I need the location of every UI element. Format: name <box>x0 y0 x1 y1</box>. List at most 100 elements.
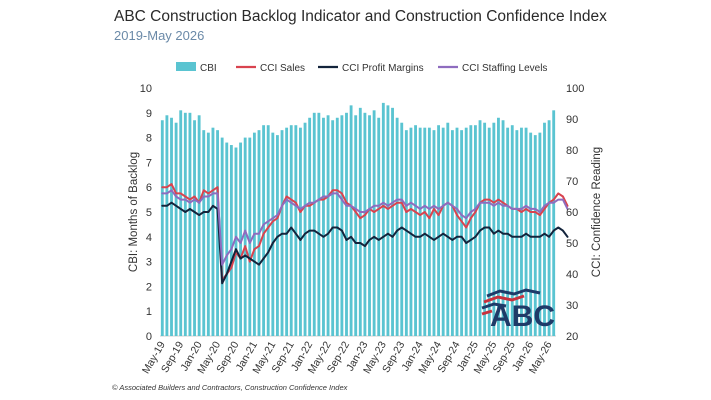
cbi-bar <box>552 110 556 336</box>
cbi-bar <box>473 125 477 336</box>
cbi-bar <box>506 127 510 337</box>
cbi-bar <box>170 117 173 336</box>
cbi-bar <box>497 117 500 336</box>
logo-flag-stripe <box>481 302 507 310</box>
logo-flag-stripe <box>481 309 493 316</box>
cbi-bar <box>455 127 459 337</box>
cbi-bar <box>340 115 344 336</box>
cbi-bar <box>294 125 298 336</box>
cbi-bar <box>275 135 279 336</box>
cbi-bar <box>317 112 321 336</box>
cbi-bar <box>515 130 519 336</box>
cbi-bar <box>400 122 404 336</box>
cci-staffing-levels-line <box>161 189 569 266</box>
cbi-bar <box>524 127 528 337</box>
cbi-bar <box>303 122 307 336</box>
cbi-bar <box>179 110 183 336</box>
right-tick-label: 20 <box>566 331 578 343</box>
cbi-bar <box>312 112 316 336</box>
cbi-bar <box>543 122 546 336</box>
cbi-bar <box>165 115 169 336</box>
cbi-bar <box>326 115 330 336</box>
right-tick-label: 90 <box>566 114 578 126</box>
cci-profit-margins-line <box>161 201 569 285</box>
chart-legend: CBI CCI Sales CCI Profit Margins CCI Staffi… <box>176 62 547 74</box>
right-axis-label: CCI: Confidence Reading <box>591 147 603 277</box>
legend-entry: CCI Staffing Levels <box>462 63 547 74</box>
cbi-bar <box>229 145 233 336</box>
left-tick-label: 10 <box>140 83 152 95</box>
cci-sales-line <box>161 183 569 282</box>
left-tick-label: 2 <box>146 281 152 293</box>
cbi-bar <box>211 127 215 337</box>
cbi-bar <box>538 132 542 336</box>
abc-logo-mark: ABC <box>481 288 555 333</box>
cbi-bar <box>460 130 464 336</box>
cbi-bar <box>446 122 450 336</box>
right-tick-label: 40 <box>566 269 578 281</box>
cbi-bar <box>372 110 376 336</box>
cbi-bar <box>183 112 187 336</box>
cbi-bar <box>395 117 399 336</box>
cbi-bar <box>262 125 266 336</box>
cbi-bar <box>529 132 533 336</box>
right-tick-label: 60 <box>566 207 578 219</box>
cbi-bar <box>391 107 394 336</box>
cbi-bar <box>345 112 348 336</box>
cbi-bar <box>206 132 210 336</box>
left-tick-label: 3 <box>146 257 152 269</box>
cbi-bar <box>322 117 325 336</box>
cbi-bar <box>216 130 219 336</box>
cbi-bar <box>363 112 367 336</box>
cbi-bar <box>239 142 243 336</box>
cbi-bar <box>368 115 371 336</box>
cbi-bar <box>377 117 381 336</box>
legend-entry: CCI Sales <box>260 63 305 74</box>
left-axis-label: CBI: Months of Backlog <box>128 152 140 272</box>
cbi-bar <box>464 127 468 337</box>
cbi-bar <box>354 115 358 336</box>
cbi-bar <box>414 125 417 336</box>
cbi-bars <box>160 102 556 337</box>
cbi-bar <box>441 127 445 337</box>
cbi-bar <box>432 130 436 336</box>
cbi-bar <box>248 137 252 336</box>
left-tick-label: 4 <box>146 232 152 244</box>
cbi-bar <box>487 127 491 337</box>
logo-text: ABC <box>490 300 555 333</box>
legend-swatch-cbi <box>176 62 196 71</box>
cbi-bar <box>409 127 413 337</box>
abc-logo: ABC <box>481 288 555 333</box>
cbi-bar <box>266 125 270 336</box>
cbi-bar <box>492 122 496 336</box>
cbi-bar <box>358 107 362 336</box>
logo-flag-stripe <box>486 288 541 298</box>
left-tick-label: 0 <box>146 331 152 343</box>
cbi-bar <box>220 137 224 336</box>
cbi-bar <box>271 132 275 336</box>
cbi-bar <box>520 127 523 337</box>
right-tick-label: 30 <box>566 300 578 312</box>
cbi-bar <box>510 125 514 336</box>
cbi-bar <box>437 125 441 336</box>
cbi-bar <box>469 125 473 336</box>
cbi-bar <box>289 125 293 336</box>
cbi-bar <box>404 130 408 336</box>
right-tick-label: 80 <box>566 145 578 157</box>
cbi-bar <box>188 112 192 336</box>
cbi-bar <box>450 130 454 336</box>
cbi-bar <box>478 120 482 337</box>
cbi-bar <box>225 142 229 336</box>
cbi-bar <box>427 127 431 337</box>
chart-subtitle: 2019-May 2026 <box>114 28 205 43</box>
cbi-bar <box>423 127 427 337</box>
cbi-bar <box>160 120 164 337</box>
left-tick-label: 8 <box>146 133 152 145</box>
cbi-bar <box>349 105 353 336</box>
legend-entry: CCI Profit Margins <box>342 63 424 74</box>
cbi-bar <box>285 127 289 337</box>
cbi-bar <box>308 117 312 336</box>
left-tick-label: 6 <box>146 182 152 194</box>
left-tick-label: 7 <box>146 157 152 169</box>
